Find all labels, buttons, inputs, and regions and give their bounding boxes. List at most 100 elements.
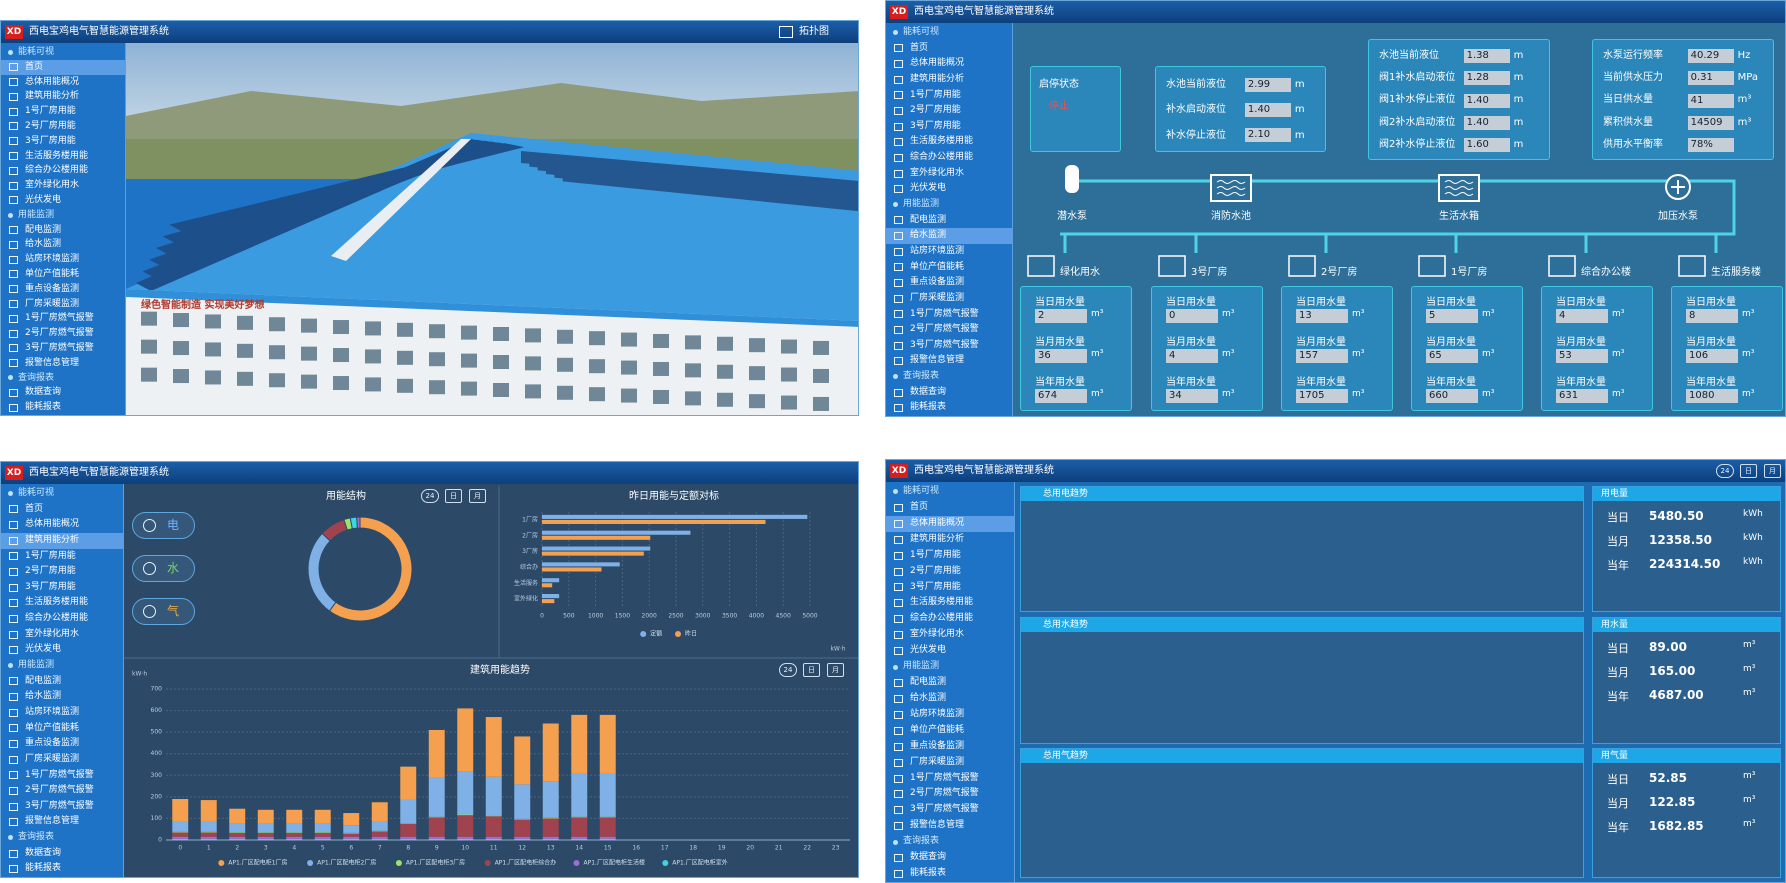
menu-icon (9, 849, 18, 858)
x-tick-label: 6 (349, 845, 353, 852)
y-tick-label: 2厂房 (522, 531, 538, 539)
menu-item: 建筑用能分析 (1, 89, 126, 104)
menu-label: 报警信息管理 (910, 355, 965, 366)
menu-label: 2号厂房燃气报警 (910, 324, 979, 335)
usage-unit: m³ (1091, 389, 1104, 399)
window (589, 331, 605, 346)
menu-label: 配电监测 (25, 675, 62, 686)
x-tick-label: 22 (803, 845, 811, 852)
menu-icon (9, 225, 18, 234)
bar (257, 838, 274, 840)
bar (457, 708, 474, 772)
bar (343, 833, 360, 837)
window (365, 321, 381, 336)
menu-item: 数据查询 (1, 846, 124, 862)
menu-label: 首页 (910, 42, 929, 53)
menu-label: 配电监测 (25, 224, 62, 235)
x-tick-label: 21 (775, 845, 783, 852)
level-unit: m (1294, 104, 1305, 116)
bar (542, 562, 620, 567)
summary-box: 用水量 当日 89.00 m³ 当月 165.00 m³ 当年 4687.00 m³ (1592, 617, 1781, 744)
menu-item: 配电监测 (886, 213, 1013, 229)
bar (428, 729, 445, 778)
menu-item: 2号厂房用能 (886, 103, 1013, 119)
window (237, 343, 253, 358)
legend-swatch (395, 860, 402, 866)
menu-icon (894, 232, 903, 241)
menu-item: 单位产值能耗 (1, 267, 126, 282)
bar (229, 832, 246, 837)
menu-icon (9, 614, 18, 623)
bar (542, 530, 691, 535)
menu-item: 生活服务楼用能 (886, 134, 1013, 150)
y-tick-label: 综合办 (520, 563, 538, 571)
menu-label: 综合办公楼用能 (25, 613, 89, 624)
menu-label: 厂房采暖监测 (25, 298, 80, 309)
energy-tab: 电 (132, 512, 195, 539)
menu-item: 室外绿化用水 (1, 178, 126, 193)
summary-value: 165.00 (1649, 664, 1696, 678)
menu-icon (9, 693, 18, 702)
bar (457, 771, 474, 815)
menu-label: 站房环境监测 (25, 254, 80, 265)
summary-label: 当年 (1607, 821, 1629, 834)
bar (542, 519, 766, 524)
menu-item: 单位产值能耗 (886, 723, 1015, 739)
menu-item: 生活服务楼用能 (1, 149, 126, 164)
tab-label: 电 (167, 518, 180, 532)
consumer-card: 当日用水量 2 m³ 当月用水量 36 m³ 当年用水量 674 m³ (1020, 286, 1132, 411)
section-dot (8, 49, 13, 55)
level-box: 水池当前液位 2.99 m 补水启动液位 1.40 m 补水停止液位 2.10 m (1155, 66, 1326, 152)
bar (428, 777, 445, 817)
system-title: 西电宝鸡电气智慧能源管理系统 (29, 467, 169, 478)
menu-label: 单位产值能耗 (25, 269, 80, 279)
bar (485, 776, 502, 816)
window (429, 352, 445, 367)
window (493, 355, 509, 369)
window (269, 317, 285, 332)
bar (286, 836, 303, 839)
level-unit: m (1513, 94, 1524, 106)
menu-label: 2号厂房燃气报警 (25, 328, 94, 339)
menu-label: 建筑用能分析 (25, 534, 80, 545)
summary-label: 当月 (1607, 797, 1629, 810)
menu-label: 1号厂房燃气报警 (25, 313, 94, 324)
sidebar: 能耗可视 首页 总体用能概况 建筑用能分析 1号厂房用能 2号厂房用能 3号厂房用能 生活服务… (886, 482, 1015, 882)
building-icon (1548, 255, 1576, 277)
window (461, 381, 477, 396)
level-value: 40.29 (1687, 49, 1734, 64)
bar (428, 817, 445, 837)
section-dot (8, 835, 13, 841)
window (717, 336, 733, 351)
pie-slice (356, 516, 361, 529)
bar (371, 836, 388, 839)
summary-label: 当日 (1607, 773, 1629, 786)
bar (371, 838, 388, 840)
legend-swatch (573, 860, 580, 866)
window (781, 395, 797, 410)
usage-value: 660 (1426, 389, 1478, 403)
level-unit: m (1513, 138, 1524, 150)
slogan: 绿色智能制造 实现美好梦想 (141, 298, 264, 311)
window (461, 353, 477, 368)
menu-icon (894, 758, 903, 767)
usage-unit: m³ (1352, 349, 1365, 359)
x-tick-label: 2500 (668, 613, 683, 620)
summary-value: 122.85 (1649, 795, 1696, 809)
menu-item: 站房环境监测 (1, 705, 124, 721)
bar (400, 838, 417, 840)
legend-label: AP1.厂区配电柜生活楼 (584, 859, 645, 867)
y-tick-label: 3厂房 (522, 547, 538, 555)
menu-item: 单位产值能耗 (1, 721, 124, 737)
window (653, 333, 669, 348)
section-label: 用能监测 (903, 199, 940, 210)
legend-swatch (675, 631, 681, 637)
menu-label: 3号厂房用能 (25, 581, 76, 592)
legend-label: AP1.厂区配电柜2厂房 (317, 859, 376, 867)
bar (428, 838, 445, 840)
x-tick-label: 4000 (749, 613, 764, 620)
usage-value: 8 (1686, 309, 1738, 323)
bar (571, 714, 588, 774)
menu-item: 3号厂房燃气报警 (1, 341, 126, 356)
